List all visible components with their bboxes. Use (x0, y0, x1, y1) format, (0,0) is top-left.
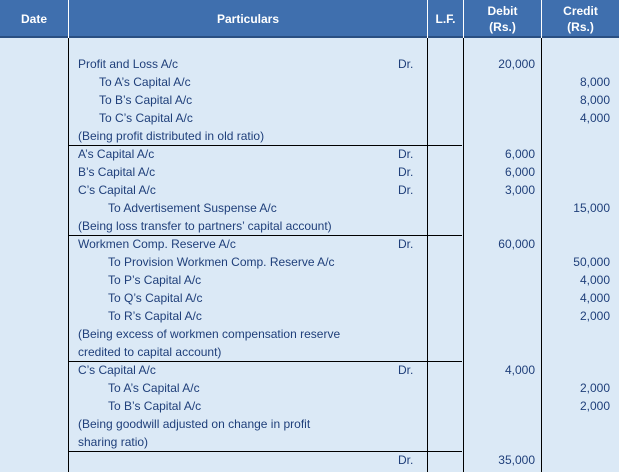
particulars-text: To P’s Capital A/c (108, 273, 202, 287)
debit-marker: Dr. (398, 147, 414, 161)
table-header: Date Particulars L.F. Debit (Rs.) Credit… (0, 0, 619, 38)
header-divider (541, 0, 542, 38)
header-divider (68, 0, 69, 38)
credit-amount: 15,000 (573, 201, 610, 215)
particulars-text: To A’s Capital A/c (99, 75, 191, 89)
particulars-text: B’s Capital A/c (78, 165, 156, 179)
debit-marker: Dr. (398, 165, 414, 179)
header-particulars: Particulars (216, 12, 280, 26)
debit-amount: 60,000 (498, 237, 535, 251)
debit-amount: 20,000 (498, 57, 535, 71)
entry-separator (68, 235, 462, 236)
particulars-text: To B’s Capital A/c (99, 93, 193, 107)
credit-amount: 8,000 (579, 75, 610, 89)
particulars-text: sharing ratio) (78, 435, 149, 449)
particulars-text: Workmen Comp. Reserve A/c (78, 237, 236, 251)
credit-amount: 8,000 (579, 93, 610, 107)
credit-amount: 4,000 (579, 291, 610, 305)
header-debit: Debit (Rs.) (464, 0, 541, 38)
debit-marker: Dr. (398, 57, 414, 71)
entry-separator (68, 451, 462, 452)
particulars-text: (Being excess of workmen compensation re… (78, 327, 341, 341)
header-debit-label: Debit (487, 4, 518, 18)
credit-amount: 2,000 (579, 381, 610, 395)
debit-marker: Dr. (398, 363, 414, 377)
header-credit-label: Credit (563, 4, 598, 18)
particulars-text: To C’s Capital A/c (99, 111, 193, 125)
particulars-text: credited to capital account) (78, 345, 222, 359)
particulars-text: To Advertisement Suspense A/c (108, 201, 277, 215)
particulars-text: (Being loss transfer to partners’ capita… (78, 219, 332, 233)
column-border-debit (541, 38, 542, 472)
credit-amount: 2,000 (579, 309, 610, 323)
header-lf: L.F. (435, 12, 456, 26)
entry-separator (68, 145, 462, 146)
particulars-text: Profit and Loss A/c (78, 57, 179, 71)
particulars-text: A’s Capital A/c (78, 147, 155, 161)
header-date: Date (20, 12, 47, 26)
particulars-text: (Being goodwill adjusted on change in pr… (78, 417, 311, 431)
particulars-text: To Q’s Capital A/c (108, 291, 203, 305)
header-credit: Credit (Rs.) (542, 0, 619, 38)
debit-amount: 3,000 (504, 183, 535, 197)
debit-amount: 6,000 (504, 165, 535, 179)
header-divider (427, 0, 428, 38)
debit-amount: 6,000 (504, 147, 535, 161)
credit-amount: 4,000 (579, 273, 610, 287)
credit-amount: 4,000 (579, 111, 610, 125)
header-debit-unit: (Rs.) (489, 20, 516, 34)
credit-amount: 50,000 (573, 255, 610, 269)
particulars-text: To B’s Capital A/c (108, 399, 202, 413)
debit-marker: Dr. (398, 183, 414, 197)
particulars-text: (Being profit distributed in old ratio) (78, 129, 265, 143)
debit-amount: 35,000 (498, 453, 535, 467)
particulars-text: To Provision Workmen Comp. Reserve A/c (108, 255, 335, 269)
header-credit-unit: (Rs.) (567, 20, 594, 34)
debit-marker: Dr. (398, 453, 414, 467)
particulars-text: To R’s Capital A/c (108, 309, 202, 323)
particulars-text: C’s Capital A/c (78, 183, 156, 197)
header-divider (463, 0, 464, 38)
column-border-date (68, 38, 69, 472)
column-border-lf (463, 38, 464, 472)
debit-marker: Dr. (398, 237, 414, 251)
column-border-particulars (427, 38, 428, 472)
particulars-text: C’s Capital A/c (78, 363, 156, 377)
debit-amount: 4,000 (504, 363, 535, 377)
credit-amount: 2,000 (579, 399, 610, 413)
particulars-text: To A’s Capital A/c (108, 381, 200, 395)
entry-separator (68, 361, 462, 362)
